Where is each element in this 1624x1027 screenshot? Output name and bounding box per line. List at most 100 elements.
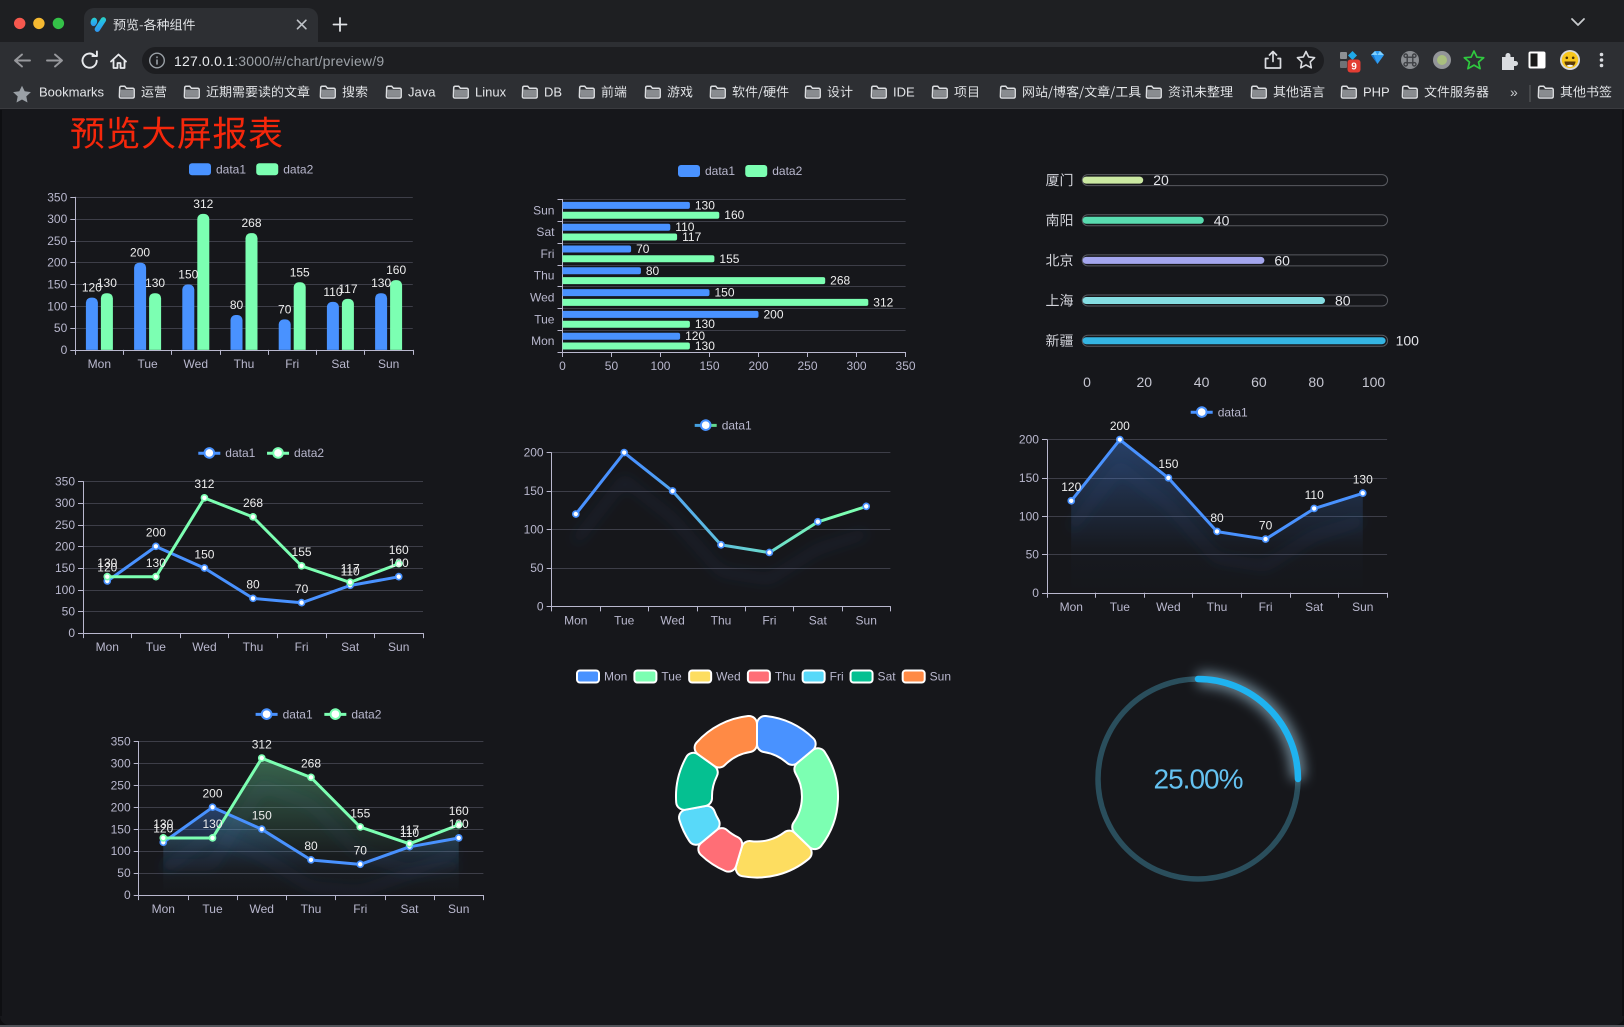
- svg-text:250: 250: [111, 778, 131, 792]
- svg-text:Mon: Mon: [604, 670, 627, 684]
- svg-text:60: 60: [1251, 374, 1267, 390]
- svg-text:70: 70: [278, 302, 292, 316]
- svg-text:110: 110: [675, 220, 694, 234]
- svg-text:120: 120: [82, 281, 102, 295]
- svg-text:40: 40: [1214, 212, 1230, 228]
- svg-text:130: 130: [97, 276, 117, 290]
- svg-text:Fri: Fri: [353, 902, 367, 916]
- svg-text:data2: data2: [351, 707, 381, 721]
- svg-text:0: 0: [61, 343, 68, 357]
- svg-text:Thu: Thu: [711, 613, 732, 627]
- svg-text:Sun: Sun: [378, 357, 399, 370]
- svg-text:130: 130: [695, 317, 715, 331]
- svg-text:300: 300: [47, 212, 67, 226]
- svg-text:350: 350: [55, 475, 75, 489]
- svg-text:130: 130: [449, 817, 469, 831]
- svg-text:100: 100: [1396, 333, 1420, 349]
- svg-text:PHP: PHP: [1363, 85, 1390, 100]
- svg-text:150: 150: [111, 822, 131, 836]
- svg-text:200: 200: [55, 539, 75, 553]
- svg-text:data1: data1: [722, 418, 752, 432]
- svg-text:80: 80: [304, 839, 318, 853]
- svg-text:200: 200: [202, 787, 222, 801]
- svg-text:Sat: Sat: [331, 357, 350, 370]
- svg-text:70: 70: [636, 242, 650, 256]
- svg-text:160: 160: [386, 263, 406, 277]
- svg-text:Wed: Wed: [250, 902, 274, 916]
- svg-text:0: 0: [124, 888, 131, 902]
- svg-text:Thu: Thu: [301, 902, 322, 916]
- svg-text:130: 130: [371, 276, 391, 290]
- svg-text:150: 150: [524, 484, 544, 498]
- svg-text:data1: data1: [225, 446, 255, 460]
- svg-text:130: 130: [153, 817, 173, 831]
- svg-text:130: 130: [202, 817, 222, 831]
- svg-text:350: 350: [111, 735, 131, 749]
- svg-text:80: 80: [246, 578, 260, 592]
- svg-text:312: 312: [252, 737, 272, 751]
- svg-text:Tue: Tue: [614, 613, 635, 627]
- svg-text:50: 50: [54, 321, 68, 335]
- svg-text:Linux: Linux: [475, 85, 507, 100]
- svg-text:100: 100: [1019, 509, 1039, 523]
- svg-text:117: 117: [682, 230, 701, 244]
- svg-text:50: 50: [605, 359, 619, 373]
- svg-text:Mon: Mon: [564, 613, 587, 627]
- svg-text:160: 160: [389, 543, 409, 557]
- svg-text:data1: data1: [216, 162, 246, 176]
- svg-text:70: 70: [295, 582, 309, 596]
- svg-text:120: 120: [1061, 480, 1081, 494]
- svg-text:110: 110: [341, 565, 360, 579]
- svg-text:300: 300: [111, 756, 131, 770]
- svg-text:20: 20: [1153, 172, 1169, 188]
- svg-text:200: 200: [524, 446, 544, 460]
- svg-text:200: 200: [764, 307, 784, 321]
- svg-text:data2: data2: [294, 446, 324, 460]
- svg-text:Java: Java: [408, 85, 436, 100]
- svg-text:Mon: Mon: [96, 640, 119, 654]
- svg-text:Wed: Wed: [716, 670, 740, 684]
- svg-text:312: 312: [193, 197, 213, 211]
- svg-text:Tue: Tue: [661, 670, 682, 684]
- svg-text:200: 200: [146, 526, 166, 540]
- svg-text:150: 150: [699, 359, 719, 373]
- svg-text:Wed: Wed: [184, 357, 208, 370]
- svg-text:9: 9: [1351, 62, 1357, 73]
- svg-text:data1: data1: [283, 707, 313, 721]
- svg-text:0: 0: [559, 359, 566, 373]
- svg-text:155: 155: [292, 545, 312, 559]
- svg-text:150: 150: [252, 808, 272, 822]
- svg-text:150: 150: [714, 286, 734, 300]
- svg-text:Wed: Wed: [660, 613, 684, 627]
- svg-text:268: 268: [301, 757, 321, 771]
- svg-text:130: 130: [145, 276, 165, 290]
- svg-text:Thu: Thu: [234, 357, 255, 370]
- svg-text:80: 80: [1308, 374, 1324, 390]
- svg-text:120: 120: [153, 822, 173, 836]
- svg-text:60: 60: [1274, 252, 1290, 268]
- svg-text:Thu: Thu: [775, 670, 796, 684]
- svg-text:200: 200: [1110, 419, 1130, 433]
- svg-text:150: 150: [47, 278, 67, 292]
- svg-text:200: 200: [1019, 433, 1039, 447]
- svg-text:Mon: Mon: [1060, 600, 1083, 614]
- svg-text:150: 150: [1158, 457, 1178, 471]
- svg-text:Tue: Tue: [534, 312, 555, 326]
- svg-text:312: 312: [873, 295, 893, 309]
- svg-text:data1: data1: [1218, 405, 1248, 419]
- svg-text:120: 120: [685, 329, 705, 343]
- svg-text:Sun: Sun: [533, 203, 554, 217]
- svg-text:268: 268: [243, 496, 263, 510]
- svg-text:Tue: Tue: [202, 902, 223, 916]
- svg-text:80: 80: [1210, 511, 1224, 525]
- svg-text:Sat: Sat: [400, 902, 419, 916]
- svg-text:130: 130: [389, 556, 409, 570]
- svg-text:100: 100: [524, 523, 544, 537]
- svg-text:117: 117: [341, 562, 360, 576]
- svg-text:50: 50: [62, 604, 76, 618]
- svg-text:100: 100: [650, 359, 670, 373]
- svg-text:70: 70: [354, 844, 368, 858]
- svg-text:Bookmarks: Bookmarks: [39, 85, 105, 100]
- svg-text:155: 155: [350, 806, 370, 820]
- svg-text:130: 130: [146, 556, 166, 570]
